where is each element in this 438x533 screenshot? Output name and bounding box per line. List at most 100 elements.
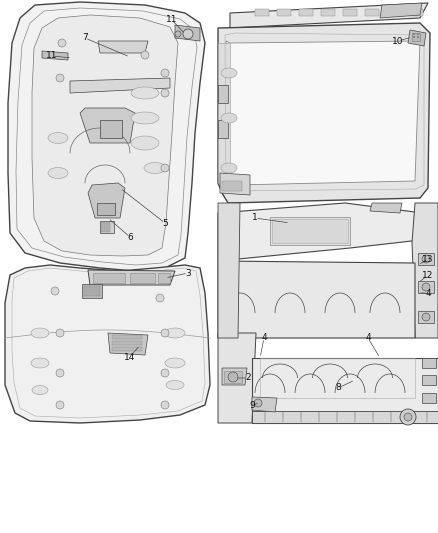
Polygon shape	[5, 265, 210, 423]
Polygon shape	[222, 368, 247, 385]
Ellipse shape	[131, 112, 159, 124]
Bar	[277, 9, 291, 16]
Polygon shape	[218, 261, 415, 338]
Text: 2: 2	[245, 374, 251, 383]
Circle shape	[156, 294, 164, 302]
Polygon shape	[220, 173, 250, 195]
Circle shape	[161, 69, 169, 77]
Bar	[97, 203, 115, 215]
Polygon shape	[380, 3, 422, 18]
Bar	[418, 311, 434, 323]
Polygon shape	[408, 30, 426, 46]
Polygon shape	[370, 203, 402, 213]
Circle shape	[400, 409, 416, 425]
Ellipse shape	[48, 133, 68, 143]
Polygon shape	[8, 2, 205, 271]
Polygon shape	[252, 411, 438, 423]
Circle shape	[161, 164, 169, 172]
Polygon shape	[175, 25, 200, 41]
Polygon shape	[70, 78, 170, 93]
Circle shape	[161, 329, 169, 337]
Bar	[100, 120, 122, 138]
Circle shape	[161, 89, 169, 97]
Circle shape	[161, 369, 169, 377]
Bar	[218, 43, 230, 183]
Polygon shape	[412, 203, 438, 338]
Text: 4: 4	[365, 334, 371, 343]
Bar	[158, 273, 170, 283]
Bar	[270, 217, 350, 245]
Text: 5: 5	[162, 219, 168, 228]
Circle shape	[161, 401, 169, 409]
Polygon shape	[98, 41, 148, 53]
Text: 7: 7	[82, 34, 88, 43]
Bar	[418, 281, 434, 293]
Circle shape	[58, 39, 66, 47]
Bar	[130, 273, 155, 283]
Polygon shape	[218, 333, 256, 423]
Bar	[100, 221, 114, 233]
Circle shape	[56, 369, 64, 377]
Bar	[413, 33, 415, 35]
Polygon shape	[108, 333, 148, 355]
Text: 1: 1	[252, 214, 258, 222]
Circle shape	[422, 283, 430, 291]
Polygon shape	[225, 41, 420, 185]
Ellipse shape	[166, 381, 184, 390]
Bar	[101, 222, 105, 232]
Bar	[387, 9, 401, 16]
Polygon shape	[88, 270, 175, 285]
Circle shape	[183, 29, 193, 39]
Circle shape	[228, 372, 238, 382]
Bar	[409, 9, 423, 16]
Ellipse shape	[31, 328, 49, 338]
Bar	[255, 9, 269, 16]
Polygon shape	[32, 15, 178, 256]
Bar	[422, 393, 436, 403]
Text: 4: 4	[261, 334, 267, 343]
Polygon shape	[88, 183, 125, 218]
Text: 14: 14	[124, 352, 136, 361]
Circle shape	[422, 313, 430, 321]
Bar	[112, 341, 142, 345]
Polygon shape	[80, 108, 135, 143]
Bar	[112, 347, 142, 351]
Text: 3: 3	[185, 269, 191, 278]
Text: 11: 11	[46, 52, 58, 61]
Bar	[93, 273, 125, 283]
Bar	[218, 120, 228, 138]
Text: 12: 12	[422, 271, 434, 279]
Polygon shape	[42, 51, 68, 60]
Text: 6: 6	[127, 232, 133, 241]
Polygon shape	[218, 23, 430, 203]
Ellipse shape	[165, 328, 185, 338]
Bar	[106, 222, 110, 232]
Circle shape	[56, 74, 64, 82]
Bar	[84, 286, 100, 296]
Ellipse shape	[165, 358, 185, 368]
Bar	[418, 253, 434, 265]
Ellipse shape	[221, 68, 237, 78]
Bar	[222, 181, 242, 191]
Text: 9: 9	[249, 400, 255, 409]
Bar	[417, 36, 419, 38]
Polygon shape	[218, 203, 438, 261]
Text: 8: 8	[335, 384, 341, 392]
Bar	[417, 33, 419, 35]
Bar	[321, 9, 335, 16]
Circle shape	[404, 413, 412, 421]
Bar	[224, 371, 242, 383]
Bar	[272, 219, 348, 243]
Circle shape	[422, 255, 430, 263]
Polygon shape	[218, 203, 240, 338]
Ellipse shape	[131, 87, 159, 99]
Bar	[218, 85, 228, 103]
Bar	[412, 33, 420, 41]
Bar	[299, 9, 313, 16]
Ellipse shape	[131, 136, 159, 150]
Bar	[365, 9, 379, 16]
Ellipse shape	[48, 167, 68, 179]
Polygon shape	[230, 3, 428, 28]
Bar	[112, 335, 142, 339]
Text: 10: 10	[392, 36, 404, 45]
